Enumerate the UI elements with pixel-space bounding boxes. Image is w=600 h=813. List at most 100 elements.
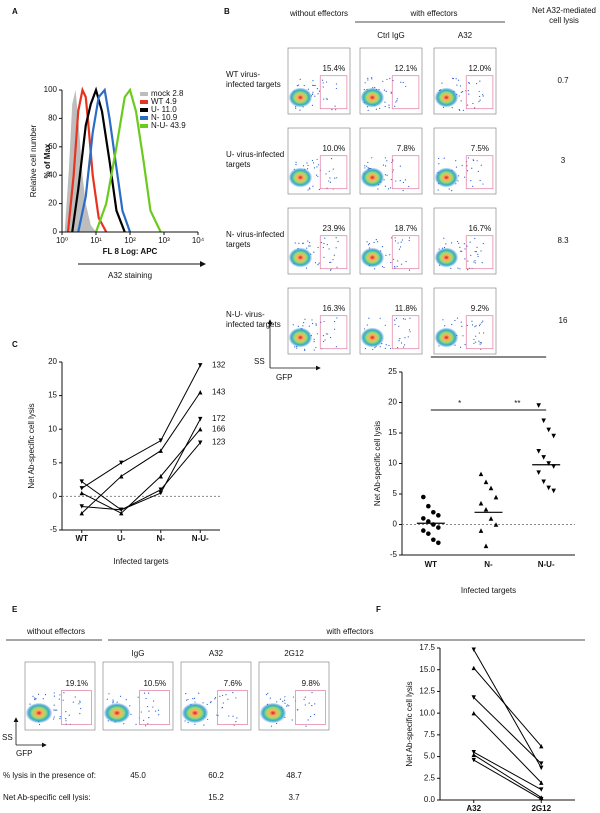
gate — [319, 315, 348, 350]
event-cluster — [434, 87, 459, 108]
event-dot — [302, 242, 304, 244]
event-dot — [309, 245, 311, 247]
event-dot — [315, 174, 318, 176]
point — [551, 433, 556, 439]
y-tick-label: 15.0 — [419, 665, 435, 674]
event-dot — [466, 170, 469, 172]
axis-label: GFP — [276, 373, 292, 382]
gate-percent: 16.7% — [469, 224, 492, 233]
event-dot — [336, 266, 338, 268]
x-tick-label: U- — [117, 534, 126, 543]
event-dot — [53, 695, 56, 697]
event-dot — [390, 261, 392, 264]
event-dot — [265, 693, 268, 696]
event-dot — [478, 332, 480, 334]
point — [546, 427, 551, 433]
event-dot — [62, 699, 64, 701]
event-dot — [371, 78, 373, 80]
x-tick-label: N- — [484, 560, 493, 569]
event-dot — [323, 98, 325, 100]
net-lysis: 8.3 — [557, 236, 569, 245]
event-dot — [299, 78, 301, 80]
event-dot — [313, 713, 316, 716]
event-dot — [476, 82, 478, 85]
point — [436, 525, 441, 530]
axis-label: SS — [2, 733, 13, 742]
event-dot — [393, 258, 395, 260]
event-dot — [399, 338, 401, 340]
axis-label: GFP — [16, 749, 32, 758]
histogram-line — [66, 86, 108, 233]
event-dot — [108, 693, 110, 695]
event-dot — [194, 723, 196, 725]
event-dot — [329, 177, 331, 179]
event-dot — [152, 700, 155, 702]
column-header: A32 — [209, 649, 224, 658]
x-tick-label: N- — [157, 534, 166, 543]
event-dot — [392, 169, 394, 171]
event-dot — [291, 719, 293, 721]
event-dot — [318, 188, 320, 191]
event-dot — [377, 241, 379, 243]
point — [551, 464, 556, 469]
event-cluster — [434, 327, 459, 348]
event-dot — [399, 179, 401, 182]
event-dot — [475, 341, 477, 343]
event-dot — [313, 251, 315, 253]
event-dot — [106, 698, 108, 700]
event-dot — [478, 324, 481, 327]
point — [471, 710, 476, 716]
event-dot — [470, 179, 472, 182]
event-dot — [473, 342, 475, 344]
y-tick-label: 20 — [48, 357, 57, 366]
event-dot — [311, 319, 313, 321]
event-dot — [464, 343, 466, 346]
y-tick-label: 20 — [388, 398, 397, 407]
event-dot — [478, 100, 480, 103]
event-dot — [322, 246, 324, 249]
row-label: N- virus-infected targets — [226, 230, 285, 249]
legend-label: mock 2.8 — [151, 89, 184, 98]
legend-label: N- 10.9 — [151, 113, 178, 122]
row-label: U- virus-infected targets — [226, 150, 285, 169]
event-dot — [368, 243, 371, 245]
event-dot — [400, 241, 402, 243]
gate — [391, 155, 420, 190]
event-dot — [457, 180, 459, 182]
row-value: 48.7 — [286, 771, 302, 780]
panel-label: A — [12, 7, 18, 16]
event-dot — [363, 88, 365, 91]
event-dot — [335, 247, 337, 249]
event-dot — [379, 317, 381, 319]
event-dot — [408, 237, 411, 239]
column-header: Ctrl IgG — [377, 31, 405, 40]
point — [483, 543, 489, 549]
point — [478, 471, 484, 477]
event-dot — [467, 269, 469, 271]
gate-percent: 10.5% — [143, 679, 166, 688]
event-dot — [312, 91, 314, 93]
x-tick-label: 10² — [124, 236, 136, 245]
event-dot — [405, 260, 407, 263]
event-dot — [464, 248, 466, 250]
event-dot — [304, 348, 306, 350]
series-line — [81, 428, 201, 514]
event-dot — [56, 709, 58, 711]
point — [436, 513, 441, 518]
event-dot — [322, 86, 324, 88]
event-dot — [324, 237, 326, 239]
event-dot — [313, 341, 315, 343]
event-dot — [455, 78, 457, 80]
event-dot — [329, 261, 331, 264]
event-dot — [451, 107, 453, 109]
event-dot — [479, 341, 481, 344]
event-dot — [474, 250, 476, 253]
event-dot — [438, 163, 440, 165]
point — [198, 416, 203, 422]
gate — [391, 75, 420, 110]
event-dot — [461, 250, 463, 252]
event-dot — [59, 716, 61, 718]
y-tick-label: 10 — [48, 424, 57, 433]
x-label: Infected targets — [113, 557, 168, 566]
